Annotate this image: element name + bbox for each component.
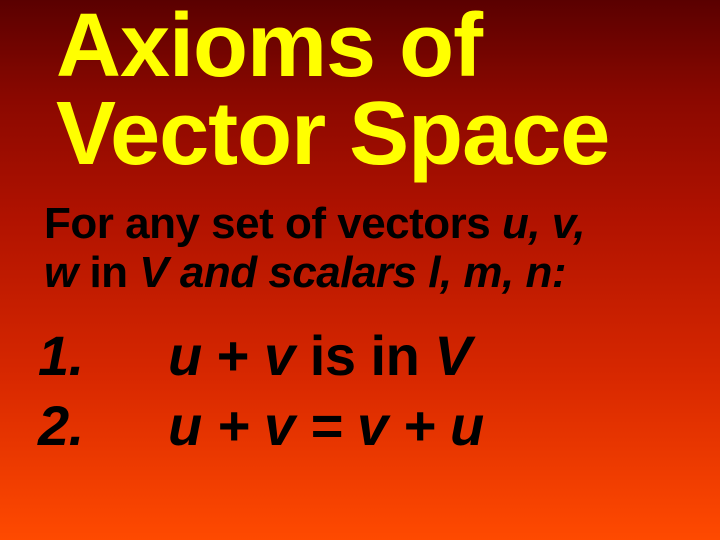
intro-w: w bbox=[44, 248, 78, 297]
axiom-number: 1. bbox=[38, 321, 168, 391]
intro-in: in bbox=[78, 248, 140, 297]
axiom2-expr: u + v = v + u bbox=[168, 394, 484, 457]
axiom-list: 1. u + v is in V 2. u + v = v + u bbox=[38, 321, 682, 461]
axiom-body: u + v = v + u bbox=[168, 391, 682, 461]
axiom1-V: V bbox=[434, 324, 471, 387]
axiom-row: 2. u + v = v + u bbox=[38, 391, 682, 461]
axiom-row: 1. u + v is in V bbox=[38, 321, 682, 391]
axiom-body: u + v is in V bbox=[168, 321, 682, 391]
slide: Axioms of Vector Space For any set of ve… bbox=[0, 0, 720, 540]
slide-title: Axioms of Vector Space bbox=[38, 0, 682, 178]
intro-part1: For any set of vectors bbox=[44, 199, 502, 248]
title-line-1: Axioms of bbox=[56, 0, 482, 96]
axiom1-mid: is in bbox=[295, 324, 435, 387]
intro-uvw-a: u, v, bbox=[502, 199, 585, 248]
intro-text: For any set of vectors u, v, w in V and … bbox=[38, 200, 682, 297]
axiom1-v: v bbox=[264, 324, 295, 387]
title-line-2: Vector Space bbox=[56, 84, 609, 184]
axiom-number: 2. bbox=[38, 391, 168, 461]
intro-rest: V and scalars l, m, n: bbox=[139, 248, 566, 297]
axiom1-plus: + bbox=[202, 324, 264, 387]
axiom1-u: u bbox=[168, 324, 202, 387]
